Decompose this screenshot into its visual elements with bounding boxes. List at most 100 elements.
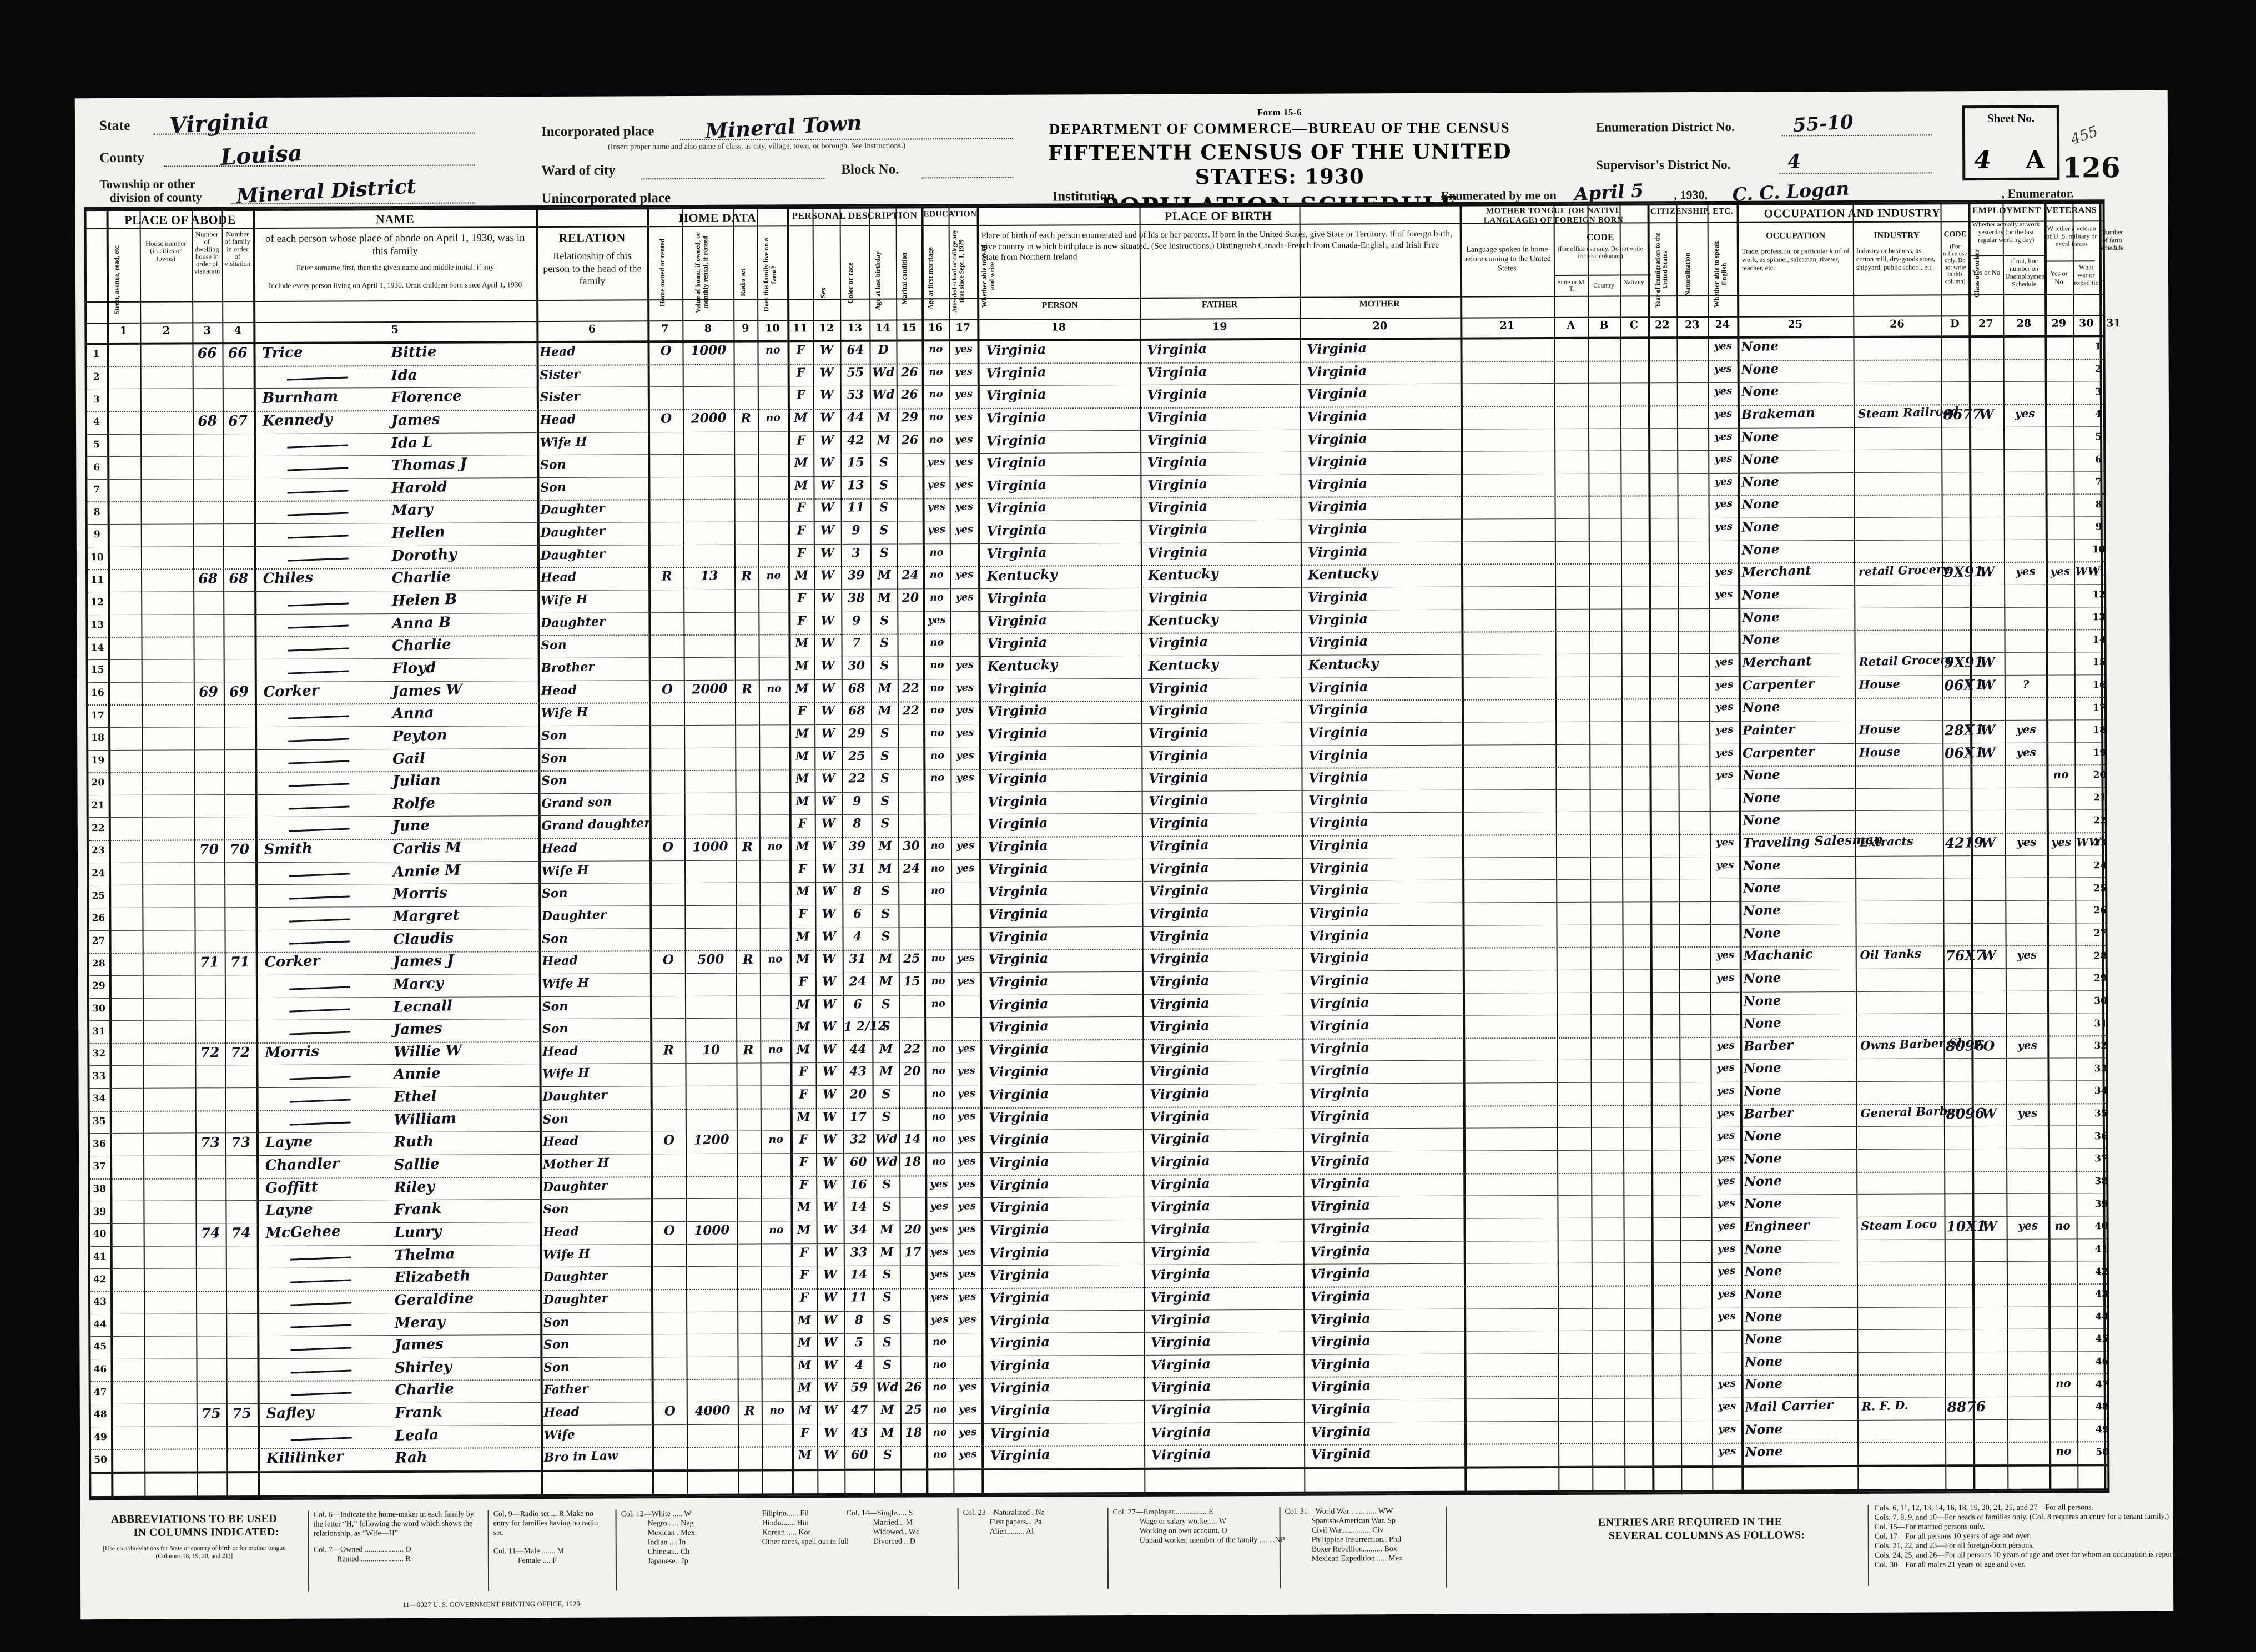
cell-dwelling-32: 72 [200,1044,220,1061]
row-separator [90,1261,2107,1270]
col30-caption: Yes or No [2050,269,2068,286]
cell-age-12: 38 [847,590,865,606]
cell-speak-english-35: yes [1716,1107,1735,1120]
row-separator [87,381,2103,390]
cell-age-3: 53 [847,387,864,402]
enumerated-by-label: Enumerated by me on [1441,188,1557,203]
row-separator [89,1013,2106,1021]
row-number: 15 [2092,657,2106,668]
cell-birth-person-12: Virginia [986,588,1048,607]
cell-dwelling-16: 69 [198,683,219,700]
cell-given-name-16: James W [392,681,462,700]
cell-sex-2: F [796,365,805,380]
f-col27-line: Working on own account. O [1139,1527,1227,1536]
row-separator [90,1148,2107,1157]
row-separator [90,1170,2107,1180]
cell-relation-22: Grand daughter [541,815,651,834]
cell-home-owned-1: O [660,343,672,359]
cell-home-owned-16: O [661,681,673,697]
cell-marital-42: S [882,1267,892,1282]
cell-occupation-30: None [1743,993,1781,1009]
enum-district-value: 55-10 [1792,111,1854,137]
cell-age-2: 55 [847,365,864,380]
row-number: 43 [93,1296,107,1308]
group-home-data: HOME DATA [678,210,757,225]
cell-given-name-6: Thomas J [391,455,467,475]
ditto-dash [287,467,349,471]
cell-school-11: no [929,568,944,581]
cell-race-34: W [822,1087,837,1102]
f-col31-line: Col. 31—World War ............. WW [1285,1507,1393,1516]
cell-class-worker-23: W [1980,834,1996,851]
cell-birth-mother-28: Virginia [1308,948,1369,966]
row-number: 1 [2094,341,2102,352]
cell-speak-english-12: yes [1715,588,1733,601]
cell-read-write-29: yes [956,974,975,987]
cell-speak-english-49: yes [1718,1423,1736,1436]
cell-industry-16: House [1859,676,1901,692]
ditto-dash [288,670,349,674]
cell-birth-father-48: Virginia [1151,1400,1211,1418]
cell-birth-person-24: Virginia [988,859,1049,878]
f-col27-line: Wage or salary worker.... W [1139,1517,1227,1526]
codeD-title: CODE [1943,230,1966,239]
cell-given-name-48: Frank [395,1403,443,1422]
cell-speak-english-36: yes [1716,1130,1735,1142]
cell-age-32: 44 [849,1041,867,1057]
cell-birth-person-43: Virginia [989,1288,1050,1306]
cell-marital-38: S [882,1177,892,1192]
cell-birth-father-19: Virginia [1148,746,1209,764]
cell-birth-person-49: Virginia [990,1423,1050,1442]
cell-industry-28: Oil Tanks [1860,946,1922,963]
cell-speak-english-24: yes [1715,859,1734,872]
cell-birth-person-19: Virginia [987,747,1048,765]
cell-age-marriage-32: 22 [903,1041,921,1057]
cell-birth-father-22: Virginia [1149,814,1209,832]
cell-class-worker-32: O [1983,1037,1995,1054]
cell-marital-18: S [880,726,890,741]
f-col12-line: Col. 12—White ..... W [621,1510,692,1519]
cell-race-43: W [823,1290,838,1305]
cell-marital-29: M [878,974,893,989]
cell-read-write-4: yes [954,410,973,423]
cell-birth-person-14: Virginia [986,634,1048,652]
cell-sex-49: F [800,1426,809,1441]
codeA-caption: State or M. T. [1557,279,1586,293]
cell-occupation-7: None [1741,474,1780,490]
cell-birth-person-17: Virginia [987,702,1048,720]
row-number: 25 [92,890,105,901]
row-number: 27 [92,935,105,947]
cell-class-worker-4: W [1978,405,1995,422]
cell-sex-25: M [795,884,810,899]
county-label: County [99,150,145,166]
cell-race-39: W [823,1200,837,1215]
cell-given-name-36: Ruth [394,1133,434,1151]
cell-relation-32: Head [542,1044,578,1059]
cell-relation-39: Son [542,1202,570,1217]
row-separator [89,1102,2106,1112]
cell-birth-father-8: Virginia [1147,498,1208,516]
row-separator [89,1080,2106,1089]
cell-relation-5: Wife H [540,434,587,450]
cell-relation-1: Head [539,344,576,360]
col20-caption: MOTHER [1359,299,1400,309]
cell-marital-21: S [880,793,890,809]
cell-race-44: W [823,1312,838,1328]
col22-caption: Year of immigration to the United States [1653,232,1669,308]
cell-relation-49: Wife [543,1427,576,1443]
cell-age-marriage-41: 17 [904,1245,922,1260]
cell-given-name-5: Ida L [391,434,433,452]
cell-sex-40: M [797,1222,811,1237]
cell-relation-15: Brother [541,659,595,676]
cell-birth-person-47: Virginia [989,1378,1050,1397]
cell-birth-mother-30: Virginia [1309,994,1370,1012]
cell-sex-35: M [796,1110,811,1125]
cell-relation-47: Father [543,1382,589,1398]
ditto-dash [288,647,349,652]
row-number: 1 [93,349,100,360]
cell-sex-42: F [799,1267,809,1283]
cell-race-23: W [821,839,836,854]
cell-surname-36: Layne [265,1133,313,1152]
row-number: 37 [2094,1153,2108,1165]
cell-race-47: W [823,1380,838,1396]
